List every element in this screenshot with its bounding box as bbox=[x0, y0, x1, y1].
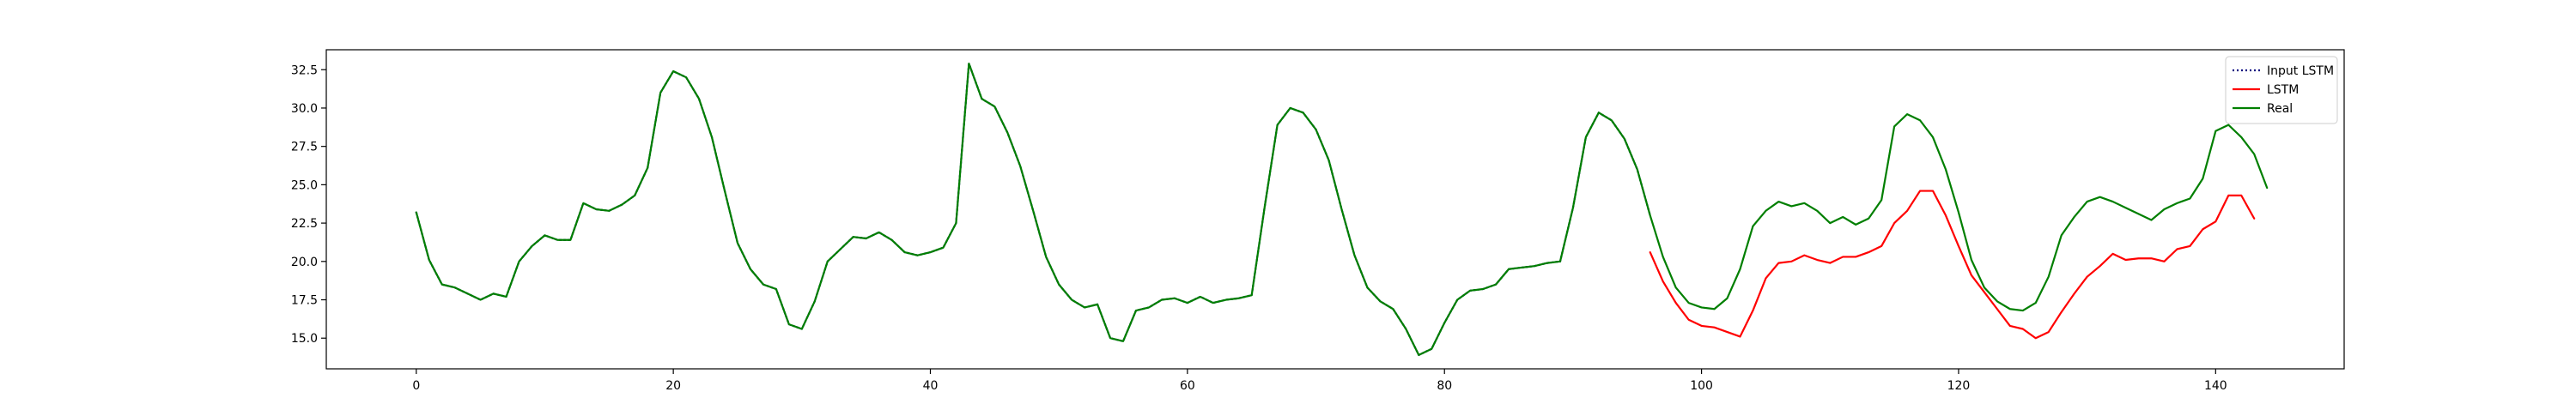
x-tick-label: 140 bbox=[2204, 379, 2227, 393]
series-line-real bbox=[415, 62, 2269, 356]
x-tick-label: 120 bbox=[1947, 379, 1971, 393]
x-tick-label: 0 bbox=[412, 379, 420, 393]
y-tick-label: 30.0 bbox=[291, 102, 318, 116]
y-tick-label: 25.0 bbox=[291, 178, 318, 192]
x-tick-label: 40 bbox=[923, 379, 939, 393]
plot-area-frame bbox=[325, 49, 2345, 370]
y-tick-label: 27.5 bbox=[291, 141, 318, 154]
series-line-lstm bbox=[1649, 190, 2256, 340]
x-tick-label: 80 bbox=[1437, 379, 1452, 393]
y-tick-label: 32.5 bbox=[291, 63, 318, 77]
legend-box bbox=[2225, 56, 2338, 124]
y-tick-label: 20.0 bbox=[291, 256, 318, 269]
x-tick-label: 100 bbox=[1690, 379, 1713, 393]
x-tick-label: 20 bbox=[665, 379, 681, 393]
x-tick-label: 60 bbox=[1180, 379, 1195, 393]
legend-entry-label: Input LSTM bbox=[2267, 64, 2334, 78]
legend-entry-label: Real bbox=[2267, 102, 2293, 116]
legend-entry-label: LSTM bbox=[2267, 83, 2299, 97]
legend: Input LSTM LSTM Real bbox=[2225, 56, 2338, 124]
y-tick-label: 15.0 bbox=[291, 332, 318, 346]
y-tick-label: 22.5 bbox=[291, 217, 318, 231]
y-tick-label: 17.5 bbox=[291, 294, 318, 308]
